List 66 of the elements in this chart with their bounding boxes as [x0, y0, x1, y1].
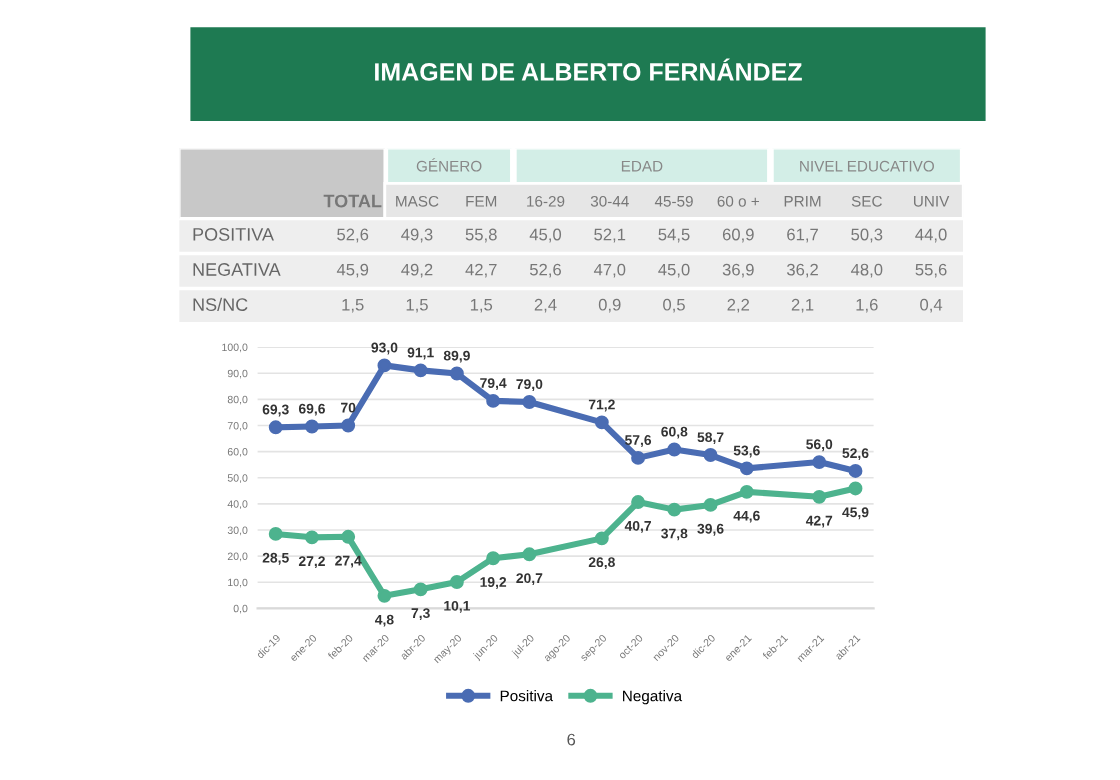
text: 42,7 [465, 263, 497, 278]
text: 60,9 [722, 228, 754, 243]
point [522, 547, 537, 562]
text: 36,2 [786, 263, 818, 278]
point [522, 395, 537, 409]
text: 2,1 [791, 298, 814, 313]
text: 2,2 [727, 298, 750, 313]
text: 2,4 [534, 298, 557, 313]
text: 0,9 [598, 298, 621, 313]
text: 45,0 [658, 263, 690, 278]
text: 47,0 [593, 263, 626, 278]
text: 48,0 [850, 263, 883, 278]
text: 54,5 [658, 228, 690, 243]
text: 49,2 [401, 263, 433, 278]
text: 0,4 [920, 298, 943, 313]
category-label: NEGATIVA [193, 263, 281, 276]
category-label: TOTAL [323, 194, 382, 208]
point [812, 455, 827, 470]
category-label: NS/NC [193, 297, 248, 311]
text: 52,6 [337, 228, 369, 243]
point [703, 497, 718, 512]
text: 1,6 [856, 298, 878, 313]
text: 1,5 [406, 298, 428, 313]
point [377, 588, 392, 603]
text: 1,5 [470, 298, 493, 313]
point [305, 530, 319, 545]
point [305, 419, 319, 434]
point [268, 526, 283, 541]
point [413, 582, 428, 597]
text: 36,9 [722, 263, 754, 278]
point [449, 366, 464, 381]
text: 52,1 [594, 228, 626, 243]
point [631, 495, 646, 509]
point [667, 442, 682, 457]
point [703, 448, 718, 462]
point [594, 415, 609, 430]
text: 55,6 [915, 263, 947, 278]
text: 44,0 [915, 228, 947, 243]
point [631, 450, 646, 465]
point [268, 420, 283, 435]
point [341, 418, 356, 433]
point [848, 464, 863, 478]
text: 0,5 [663, 298, 685, 313]
point [449, 575, 464, 589]
text: 55,8 [465, 228, 497, 243]
point [848, 481, 863, 496]
point [413, 363, 428, 378]
text: 52,6 [529, 263, 561, 278]
text: 6 [567, 733, 576, 746]
text: 45,0 [529, 228, 562, 243]
point [812, 489, 827, 504]
text: 61,7 [787, 228, 818, 243]
point [377, 358, 392, 373]
point [486, 551, 501, 566]
point [667, 502, 682, 517]
point [739, 461, 754, 476]
text: 50,3 [851, 228, 883, 243]
text: 45,9 [336, 263, 369, 278]
text: 49,3 [401, 228, 433, 243]
point [341, 529, 356, 544]
text: IMAGEN DE ALBERTO FERNÁNDEZ [375, 58, 802, 81]
point [594, 531, 609, 546]
text: 1,5 [342, 298, 364, 313]
point [486, 393, 501, 408]
category-label: POSITIVA [193, 228, 274, 241]
point [739, 484, 754, 499]
